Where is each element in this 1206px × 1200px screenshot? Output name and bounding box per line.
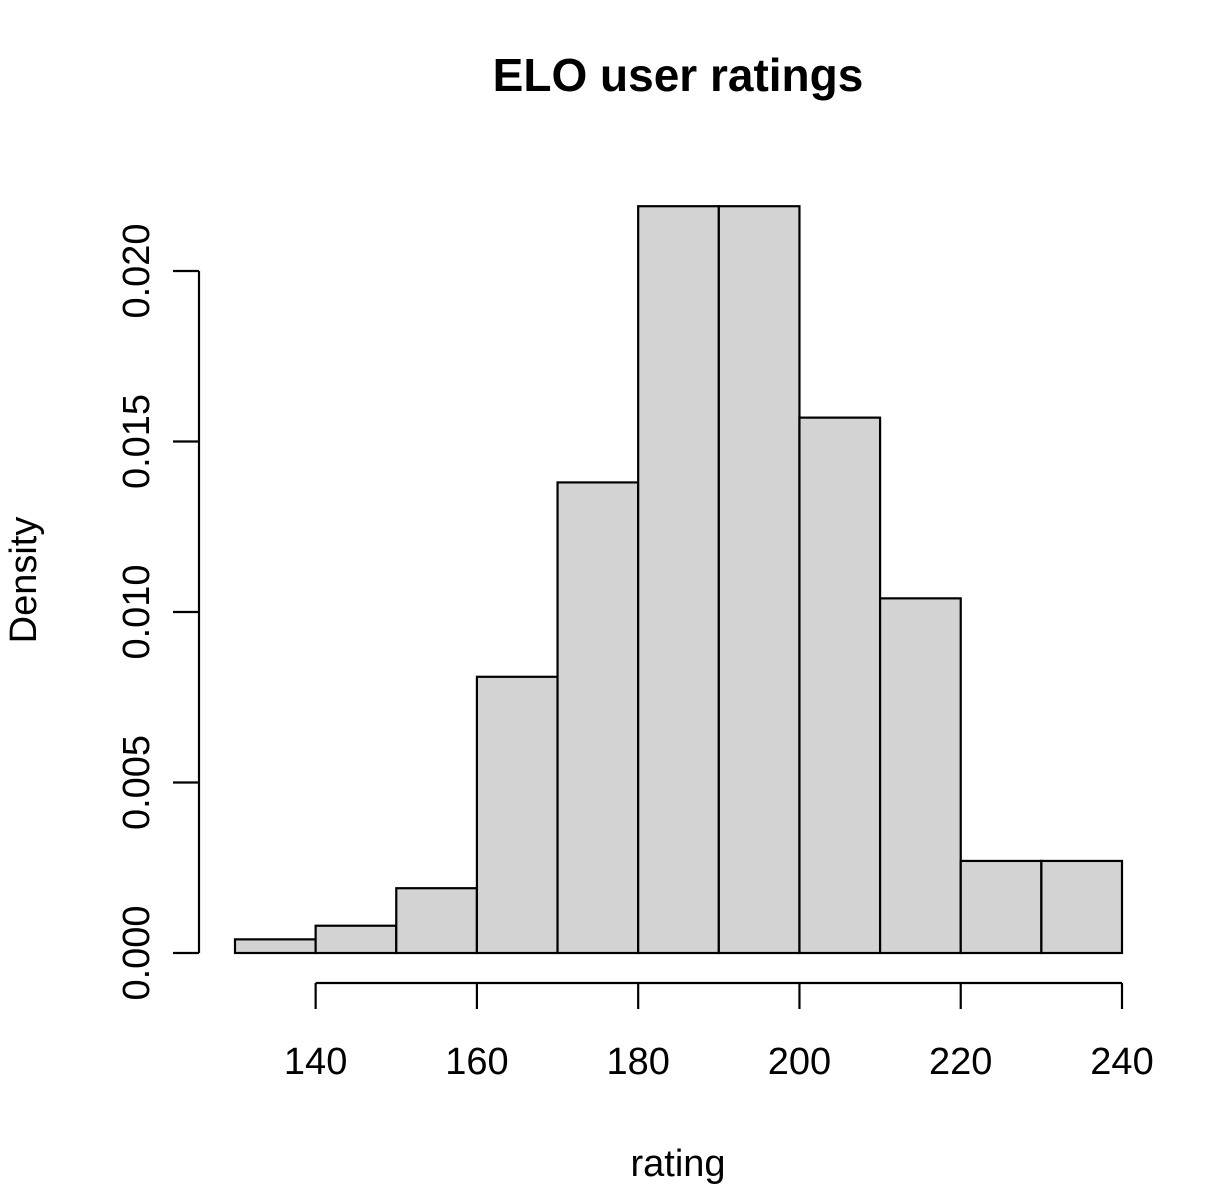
histogram-bar-0 [233, 938, 317, 955]
y-axis-label: Density [3, 517, 45, 644]
histogram-bar-8 [878, 597, 962, 955]
chart-title: ELO user ratings [493, 49, 864, 101]
histogram-bar-5 [637, 205, 720, 955]
x-axis-label: rating [630, 1143, 725, 1185]
histogram-bar-10 [1040, 859, 1124, 955]
x-tick-label-2: 180 [606, 1041, 669, 1083]
x-tick-label-3: 200 [768, 1041, 831, 1083]
y-tick-label-0: 0.000 [116, 905, 158, 1000]
x-tick-label-1: 160 [445, 1041, 508, 1083]
histogram-bar-1 [314, 924, 398, 955]
x-tick-label-5: 240 [1090, 1041, 1153, 1083]
histogram-bar-9 [959, 859, 1043, 955]
histogram-bar-4 [556, 481, 640, 955]
x-tick-label-0: 140 [284, 1041, 347, 1083]
y-tick-label-3: 0.015 [116, 394, 158, 489]
y-tick-label-4: 0.020 [116, 223, 158, 318]
histogram-bar-2 [395, 887, 479, 955]
histogram-bar-3 [475, 675, 559, 955]
x-tick-label-4: 220 [929, 1041, 992, 1083]
y-axis: 0.000 0.005 0.010 0.015 0.020 [116, 223, 201, 1001]
histogram-bar-6 [717, 205, 801, 955]
x-axis: 140 160 180 200 220 240 [284, 981, 1154, 1083]
histogram-bar-7 [798, 416, 882, 955]
histogram-bars [233, 205, 1124, 955]
y-tick-label-2: 0.010 [116, 564, 158, 659]
y-tick-label-1: 0.005 [116, 735, 158, 830]
